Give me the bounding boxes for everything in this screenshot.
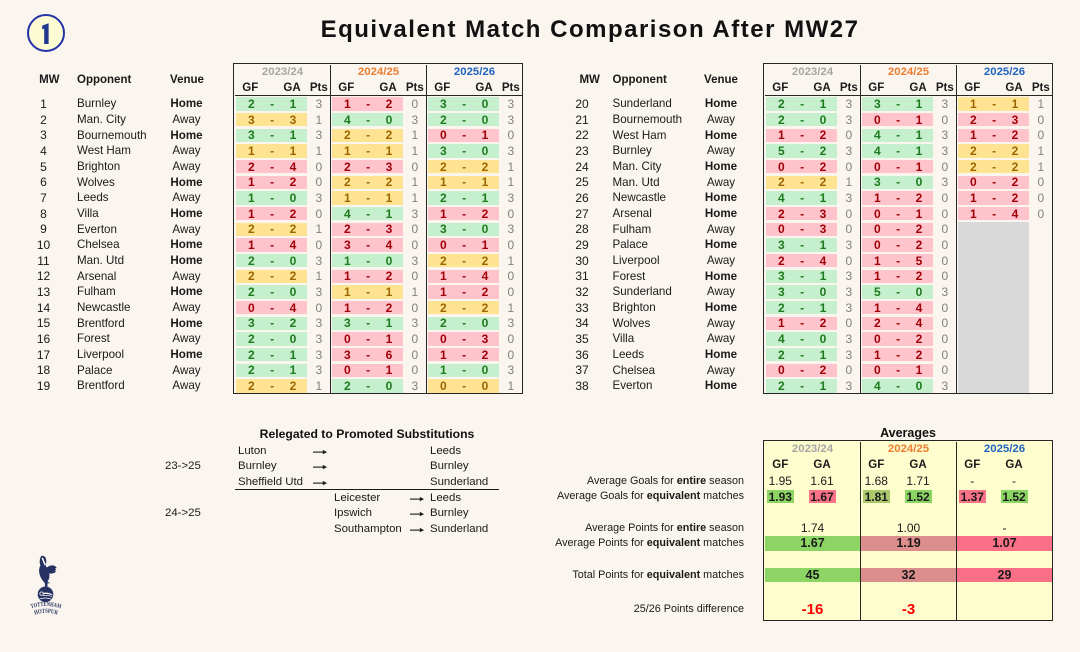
svg-text:HOTSPUR: HOTSPUR	[33, 608, 59, 617]
svg-text:TOTTENHAM: TOTTENHAM	[30, 601, 62, 610]
